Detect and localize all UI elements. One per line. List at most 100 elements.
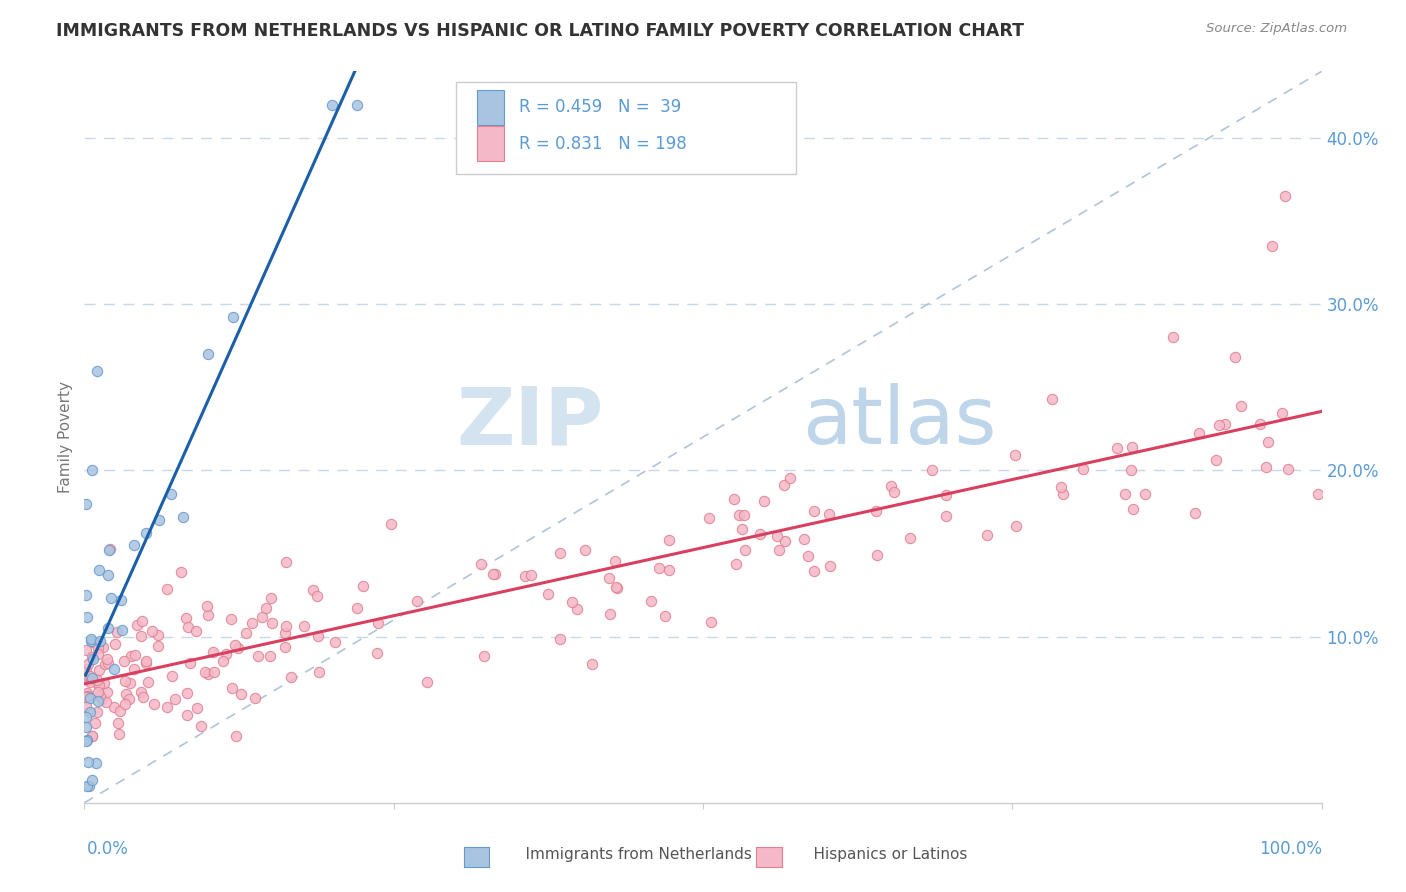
Point [77,779,100,793]
Point [606,581,628,595]
Point [160,487,183,501]
Point [100,591,122,606]
Point [581,657,603,672]
Point [80,729,103,743]
Point [148,513,170,527]
Text: atlas: atlas [801,384,997,461]
Point [254,600,277,615]
Point [793,532,815,546]
Point [280,670,302,684]
Point [103,700,125,714]
Point [779,471,801,485]
Point [1133,487,1156,501]
Point [86,705,108,719]
Text: R = 0.459   N =  39: R = 0.459 N = 39 [519,98,681,116]
Point [141,624,163,638]
Point [80,633,103,648]
Point [82,650,104,665]
Point [1215,417,1237,432]
Point [122,538,145,552]
Point [80,463,103,477]
Point [122,663,145,677]
Point [112,654,135,668]
Point [89,563,111,577]
Point [352,579,374,593]
Point [976,527,998,541]
Point [98,542,121,557]
Point [574,543,596,558]
Point [195,599,218,614]
Point [184,624,207,638]
Point [1208,418,1230,433]
Point [87,684,110,698]
Point [169,565,191,579]
Point [1249,417,1271,432]
Text: Hispanics or Latinos: Hispanics or Latinos [794,847,967,862]
Point [935,488,957,502]
Point [1261,239,1284,253]
Point [513,569,536,583]
Point [367,615,389,630]
Point [197,667,219,681]
Point [898,531,921,545]
Point [866,548,889,562]
Point [640,593,662,607]
Point [76,779,98,793]
Point [82,773,104,788]
Point [599,607,621,622]
Point [97,656,120,670]
Point [176,707,198,722]
Point [179,657,201,671]
Point [156,699,179,714]
Point [865,504,887,518]
Point [243,691,266,706]
Point [97,622,120,636]
Point [1161,330,1184,344]
Point [79,691,101,706]
Point [772,477,794,491]
Point [76,733,98,747]
Point [224,638,246,652]
Point [143,697,166,711]
Point [110,592,132,607]
Point [235,626,257,640]
Point [1274,189,1296,203]
Point [75,662,97,676]
Point [1223,351,1246,365]
Point [197,347,219,361]
Point [699,615,721,630]
Point [1277,462,1299,476]
Point [276,619,298,633]
Point [1052,487,1074,501]
Point [114,674,136,689]
FancyBboxPatch shape [456,82,796,174]
Point [1254,460,1277,475]
Point [114,698,136,712]
Point [803,504,825,518]
Point [366,646,388,660]
Point [107,716,129,731]
Point [160,669,183,683]
Point [96,652,118,666]
Text: Immigrants from Netherlands: Immigrants from Netherlands [506,847,752,862]
Point [734,543,756,558]
Point [86,673,108,687]
Point [77,657,100,671]
Point [1184,506,1206,520]
Point [733,508,755,523]
Point [87,677,110,691]
Point [1004,448,1026,462]
Point [146,640,169,654]
Point [163,692,186,706]
Point [107,727,129,741]
Point [754,494,776,508]
Point [94,657,117,671]
Point [76,686,98,700]
Point [90,692,112,706]
Point [415,675,437,690]
Point [1040,392,1063,406]
Point [75,734,97,748]
Point [120,676,142,690]
Point [302,582,325,597]
Point [818,558,841,573]
